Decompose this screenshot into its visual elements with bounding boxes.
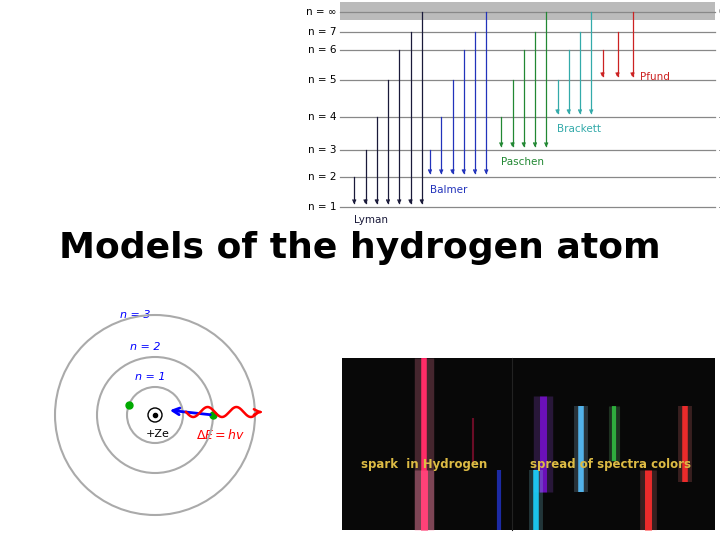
Text: Lyman: Lyman <box>354 215 388 225</box>
Text: -1312 kJ: -1312 kJ <box>719 202 720 212</box>
Text: 0 kJ: 0 kJ <box>719 7 720 17</box>
Text: n = 6: n = 6 <box>307 45 336 55</box>
Text: n = 2: n = 2 <box>307 172 336 182</box>
Text: spread of spectra colors: spread of spectra colors <box>530 458 691 471</box>
Text: n = 5: n = 5 <box>307 75 336 85</box>
Text: Models of the hydrogen atom: Models of the hydrogen atom <box>59 231 661 265</box>
Text: Paschen: Paschen <box>501 157 544 167</box>
Text: -82 kJ: -82 kJ <box>719 112 720 122</box>
Text: n = 1: n = 1 <box>307 202 336 212</box>
Text: n = 1: n = 1 <box>135 372 166 382</box>
Text: $\Delta E = hv$: $\Delta E = hv$ <box>197 428 246 442</box>
Text: spark  in Hydrogen: spark in Hydrogen <box>361 458 487 471</box>
Text: n = 2: n = 2 <box>130 342 161 352</box>
Text: n = 3: n = 3 <box>120 310 150 320</box>
Text: Balmer: Balmer <box>430 185 467 195</box>
Text: -328 kJ: -328 kJ <box>719 172 720 182</box>
Text: n = 7: n = 7 <box>307 27 336 37</box>
Text: n = 3: n = 3 <box>307 145 336 155</box>
Text: Pfund: Pfund <box>640 72 670 82</box>
Text: -146 kJ: -146 kJ <box>719 145 720 155</box>
Text: n = 4: n = 4 <box>307 112 336 122</box>
Text: n = ∞: n = ∞ <box>305 7 336 17</box>
Text: Brackett: Brackett <box>557 124 601 134</box>
Text: +Ze: +Ze <box>146 429 170 439</box>
Bar <box>342 358 715 530</box>
Bar <box>340 2 715 20</box>
